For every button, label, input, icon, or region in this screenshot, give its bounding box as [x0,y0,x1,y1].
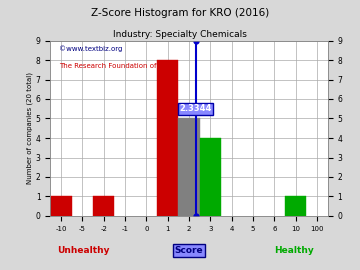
Bar [285,197,306,216]
Text: Healthy: Healthy [274,246,314,255]
Bar [157,60,178,216]
Text: Score: Score [175,246,203,255]
Text: Unhealthy: Unhealthy [57,246,110,255]
Bar [178,119,200,216]
Text: 2.3344: 2.3344 [179,104,211,113]
Bar [50,197,72,216]
Text: Z-Score Histogram for KRO (2016): Z-Score Histogram for KRO (2016) [91,8,269,18]
Text: ©www.textbiz.org: ©www.textbiz.org [59,46,122,52]
Bar [200,138,221,216]
Text: Industry: Specialty Chemicals: Industry: Specialty Chemicals [113,30,247,39]
Y-axis label: Number of companies (20 total): Number of companies (20 total) [27,72,33,184]
Text: The Research Foundation of SUNY: The Research Foundation of SUNY [59,63,177,69]
Bar [93,197,114,216]
